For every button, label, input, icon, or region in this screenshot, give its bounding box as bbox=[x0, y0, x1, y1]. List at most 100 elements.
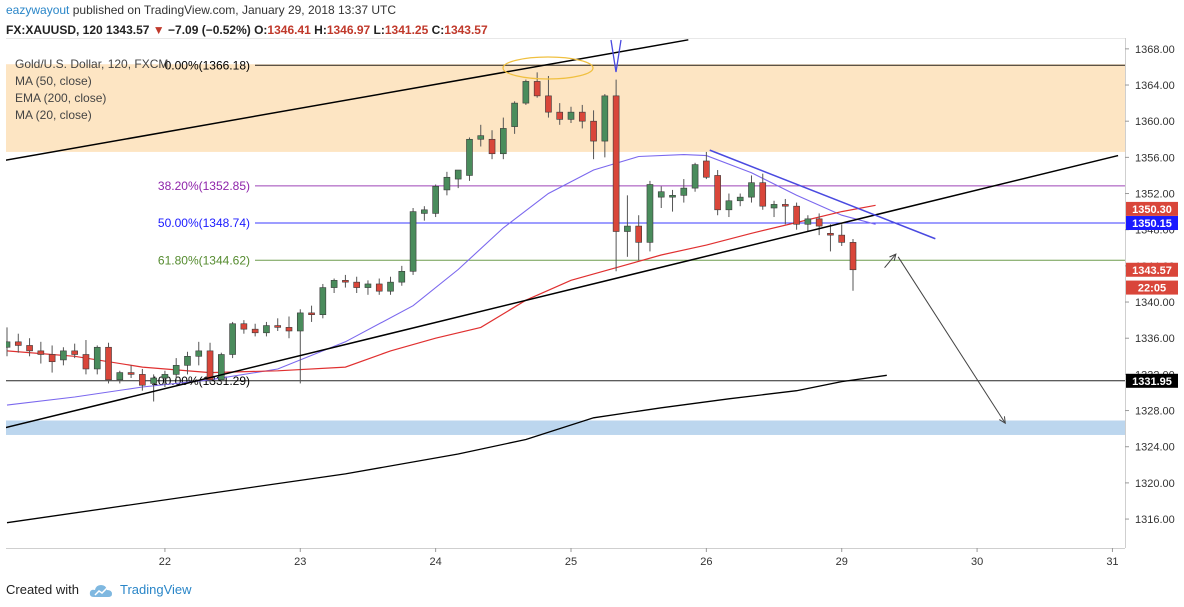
candle-body bbox=[612, 95, 620, 232]
candle-body bbox=[82, 354, 90, 370]
fib-level-label: 61.80%(1344.62) bbox=[158, 253, 250, 267]
candle-body bbox=[827, 233, 834, 236]
open-value: 1346.41 bbox=[267, 23, 311, 37]
candle-body bbox=[387, 281, 394, 292]
time-tick-label: 30 bbox=[971, 556, 983, 568]
candle-body bbox=[6, 341, 11, 348]
price-tick-label: 1352.00 bbox=[1135, 189, 1175, 201]
price-tick-label: 1340.00 bbox=[1135, 297, 1175, 309]
candle-body bbox=[60, 350, 67, 361]
price-label-text: 22:05 bbox=[1138, 283, 1166, 295]
candle-body bbox=[838, 234, 846, 243]
candle-body bbox=[161, 374, 169, 379]
candle-body bbox=[657, 191, 665, 198]
fib-level-label: 50.00%(1348.74) bbox=[158, 216, 250, 230]
ma50-line bbox=[6, 154, 876, 406]
price-tick-label: 1368.00 bbox=[1135, 44, 1175, 56]
candle-body bbox=[184, 355, 191, 366]
price-tick-label: 1360.00 bbox=[1135, 116, 1175, 128]
price-label-box bbox=[1126, 201, 1178, 216]
ma20-line bbox=[6, 204, 876, 374]
candle-body bbox=[578, 111, 586, 122]
legend-ma50: MA (50, close) bbox=[15, 74, 92, 88]
down-arrow-icon: ▼ bbox=[152, 23, 165, 37]
candle-body bbox=[590, 120, 597, 142]
candle-body bbox=[421, 209, 428, 214]
candle-body bbox=[454, 169, 462, 180]
candle-body bbox=[105, 346, 112, 381]
candle-body bbox=[127, 372, 135, 375]
candle-body bbox=[364, 283, 372, 288]
created-with-text: Created with bbox=[6, 582, 79, 597]
tradingview-brand-link[interactable]: TradingView bbox=[120, 582, 192, 597]
candle-body bbox=[443, 176, 451, 191]
candle-body bbox=[556, 111, 564, 120]
candle-body bbox=[736, 196, 744, 202]
tradingview-cloud-icon bbox=[89, 584, 112, 597]
candle-body bbox=[206, 350, 214, 381]
trendline bbox=[709, 149, 936, 240]
candle-body bbox=[477, 135, 485, 140]
candle-body bbox=[567, 111, 575, 120]
candle-body bbox=[398, 270, 406, 283]
candle-body bbox=[432, 185, 439, 214]
price-tick-label: 1328.00 bbox=[1135, 406, 1175, 418]
arrow-head bbox=[889, 253, 897, 262]
candle-body bbox=[263, 325, 270, 334]
price-label-box bbox=[1126, 373, 1178, 388]
trendline bbox=[6, 154, 1119, 429]
symbol-name: FX:XAUUSD, 120 bbox=[6, 23, 103, 37]
price-tick-label: 1336.00 bbox=[1135, 333, 1175, 345]
author-link[interactable]: eazywayout bbox=[6, 3, 70, 17]
candle-body bbox=[466, 138, 473, 176]
price-label-box bbox=[1126, 216, 1178, 231]
candle-body bbox=[353, 281, 360, 288]
time-tick-label: 24 bbox=[430, 556, 442, 568]
candle-body bbox=[815, 218, 823, 227]
candle-body bbox=[274, 325, 282, 328]
candle-body bbox=[14, 341, 22, 346]
time-tick-label: 26 bbox=[700, 556, 712, 568]
candle-body bbox=[669, 195, 676, 198]
candle-body bbox=[308, 312, 315, 316]
candle-body bbox=[296, 312, 304, 332]
projection-arrow bbox=[897, 256, 1006, 424]
trendline bbox=[6, 39, 689, 161]
legend-ma20: MA (20, close) bbox=[15, 108, 92, 122]
publish-info: published on TradingView.com, January 29… bbox=[72, 3, 397, 17]
candle-body bbox=[533, 81, 541, 97]
time-tick-label: 23 bbox=[294, 556, 306, 568]
candle-body bbox=[545, 95, 552, 113]
candle-body bbox=[150, 377, 157, 384]
candle-body bbox=[93, 346, 101, 370]
candle-body bbox=[375, 283, 383, 292]
candle-body bbox=[71, 350, 78, 355]
price-tick-label: 1320.00 bbox=[1135, 478, 1175, 490]
price-label-text: 1350.30 bbox=[1132, 204, 1172, 216]
footer: Created with TradingView bbox=[6, 582, 192, 598]
projection-arrow bbox=[884, 253, 897, 269]
legend-ema200: EMA (200, close) bbox=[15, 91, 107, 105]
candle-body bbox=[26, 345, 33, 352]
candle-body bbox=[680, 187, 688, 196]
price-label-text: 1350.15 bbox=[1132, 218, 1172, 230]
price-label-box bbox=[1126, 280, 1178, 295]
candle-body bbox=[804, 218, 812, 225]
candle-body bbox=[251, 328, 259, 334]
resistance-zone bbox=[6, 64, 1125, 152]
last-price: 1343.57 bbox=[106, 23, 150, 37]
highlight-ellipse bbox=[502, 56, 594, 80]
candle-body bbox=[116, 372, 124, 381]
candle-body bbox=[522, 81, 530, 104]
candle-body bbox=[240, 323, 248, 330]
candle-body bbox=[195, 350, 203, 357]
candle-body bbox=[500, 128, 507, 155]
candle-body bbox=[511, 102, 518, 127]
chart-legend: Gold/U.S. Dollar, 120, FXCM MA (50, clos… bbox=[15, 56, 168, 124]
candle-body bbox=[48, 354, 56, 363]
price-change: −7.09 (−0.52%) bbox=[168, 23, 251, 37]
plot-area: 0.00%(1366.18) 38.20%(1352.85) 50.00%(1348… bbox=[6, 39, 1125, 524]
time-tick-label: 25 bbox=[565, 556, 577, 568]
candle-body bbox=[782, 204, 789, 207]
